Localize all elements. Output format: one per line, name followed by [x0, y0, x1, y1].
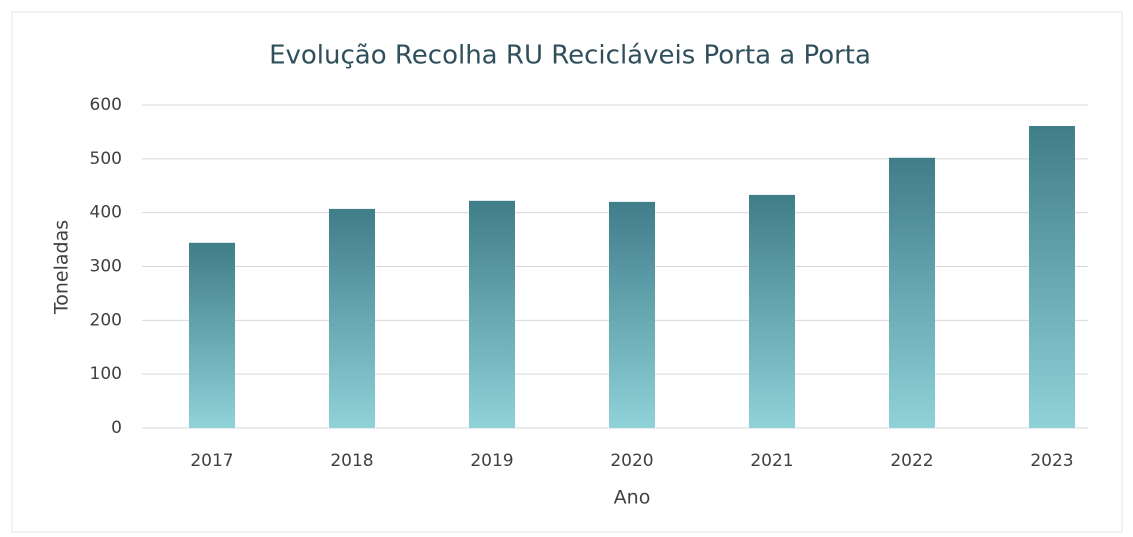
y-tick-label: 600	[90, 95, 122, 115]
y-tick-label: 200	[90, 310, 122, 330]
x-tick-label: 2020	[610, 451, 653, 471]
bar	[609, 201, 655, 428]
y-tick-label: 100	[90, 364, 122, 384]
x-tick-label: 2021	[750, 451, 793, 471]
y-tick-label: 300	[90, 257, 122, 277]
bar	[1029, 125, 1075, 429]
bar	[749, 194, 795, 428]
x-tick-label: 2018	[330, 451, 373, 471]
bar	[189, 242, 235, 428]
x-tick-label: 2023	[1030, 451, 1073, 471]
y-tick-label: 0	[111, 418, 122, 438]
x-tick-label: 2019	[470, 451, 513, 471]
y-tick-label: 400	[90, 203, 122, 223]
x-tick-label: 2022	[890, 451, 933, 471]
chart-title: Evolução Recolha RU Recicláveis Porta a …	[269, 41, 871, 71]
bar	[469, 200, 515, 428]
y-tick-label: 500	[90, 149, 122, 169]
bar	[329, 208, 375, 428]
y-axis-label: Toneladas	[51, 220, 73, 315]
x-axis-label: Ano	[614, 487, 651, 509]
x-tick-label: 2017	[190, 451, 233, 471]
bar	[889, 157, 935, 429]
chart-frame	[11, 11, 1123, 533]
